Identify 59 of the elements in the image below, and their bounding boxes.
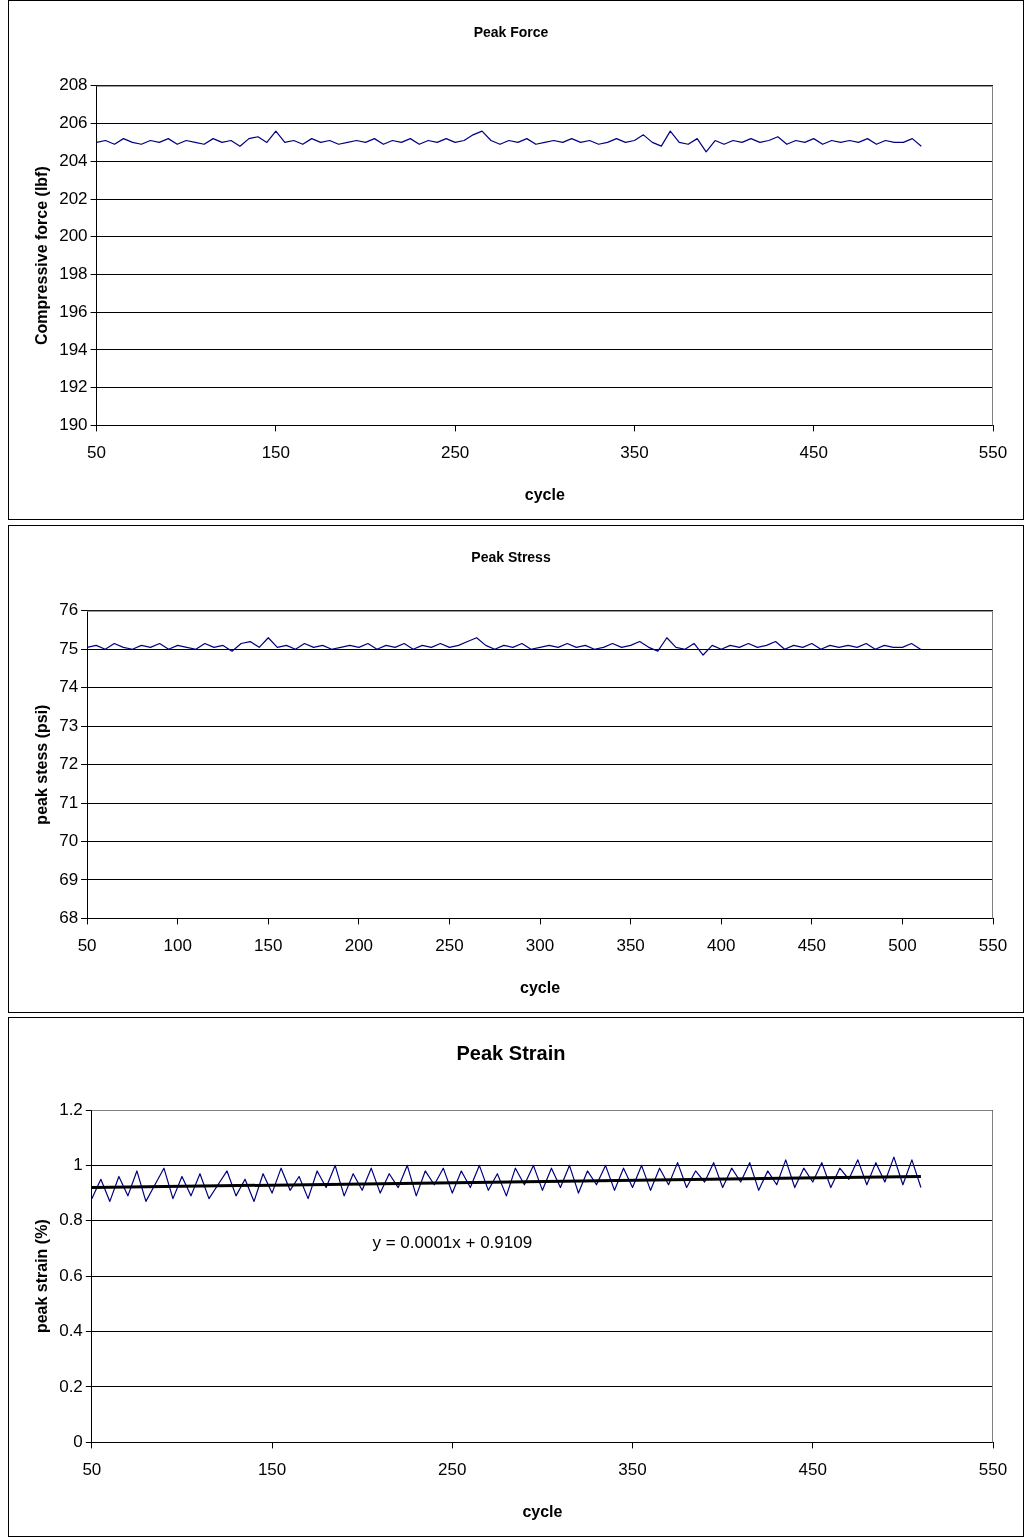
y-tick-label: 0.2 (59, 1376, 83, 1396)
x-axis-title: cycle (522, 1502, 563, 1520)
y-tick-label: 198 (59, 264, 88, 284)
y-tick-label: 192 (59, 377, 88, 397)
x-tick-label: 250 (435, 936, 464, 956)
x-tick-label: 150 (257, 1460, 287, 1480)
x-axis-title: cycle (520, 978, 561, 996)
x-tick-label: 450 (797, 936, 827, 956)
y-tick-label: 68 (59, 908, 79, 928)
y-tick-label: 75 (59, 638, 79, 658)
y-tick-label: 0 (73, 1432, 83, 1452)
y-tick-label: 208 (59, 75, 88, 95)
y-tick-label: 206 (59, 113, 88, 133)
y-tick-label: 0.8 (59, 1210, 83, 1230)
chart-title: Peak Force (473, 24, 549, 41)
y-axis-title: Compressive force (lbf) (33, 166, 51, 345)
y-tick-label: 0.4 (59, 1321, 83, 1341)
y-tick-label: 204 (59, 150, 88, 170)
y-tick-label: 69 (59, 869, 79, 889)
y-tick-label: 200 (59, 226, 88, 246)
x-tick-label: 50 (82, 1460, 102, 1480)
x-tick-label: 300 (525, 936, 555, 956)
x-tick-label: 150 (254, 936, 283, 956)
y-tick-label: 71 (59, 792, 79, 812)
annotation: y = 0.0001x + 0.9109 (372, 1232, 533, 1252)
x-tick-label: 200 (344, 936, 374, 956)
y-tick-label: 0.6 (59, 1265, 83, 1285)
y-axis-title: peak strain (%) (33, 1219, 51, 1334)
x-tick-label: 50 (87, 443, 107, 463)
x-tick-label: 550 (978, 936, 1008, 956)
y-tick-label: 1.2 (59, 1099, 83, 1119)
y-tick-label: 70 (59, 831, 79, 851)
x-tick-label: 450 (799, 443, 828, 463)
x-tick-label: 350 (616, 936, 645, 956)
y-tick-label: 76 (59, 600, 79, 620)
x-tick-label: 500 (888, 936, 917, 956)
x-axis-title: cycle (524, 485, 565, 503)
y-tick-label: 190 (59, 415, 88, 435)
x-tick-label: 450 (798, 1460, 827, 1480)
x-tick-label: 400 (707, 936, 736, 956)
y-axis-title: peak stess (psi) (33, 704, 51, 825)
y-tick-label: 1 (73, 1155, 83, 1175)
y-tick-label: 202 (59, 188, 88, 208)
x-tick-label: 50 (77, 936, 97, 956)
chart-title: Peak Strain (456, 1041, 566, 1064)
x-tick-label: 150 (261, 443, 291, 463)
x-tick-label: 100 (163, 936, 192, 956)
x-tick-label: 350 (618, 1460, 647, 1480)
x-tick-label: 550 (978, 1460, 1008, 1480)
x-tick-label: 250 (438, 1460, 467, 1480)
y-tick-label: 194 (59, 339, 88, 359)
y-tick-label: 74 (59, 677, 79, 697)
x-tick-label: 350 (620, 443, 649, 463)
y-tick-label: 73 (59, 715, 79, 735)
x-tick-label: 250 (440, 443, 470, 463)
x-tick-label: 550 (978, 443, 1008, 463)
y-tick-label: 196 (59, 301, 88, 321)
chart-title: Peak Stress (471, 549, 551, 566)
y-tick-label: 72 (59, 754, 79, 774)
